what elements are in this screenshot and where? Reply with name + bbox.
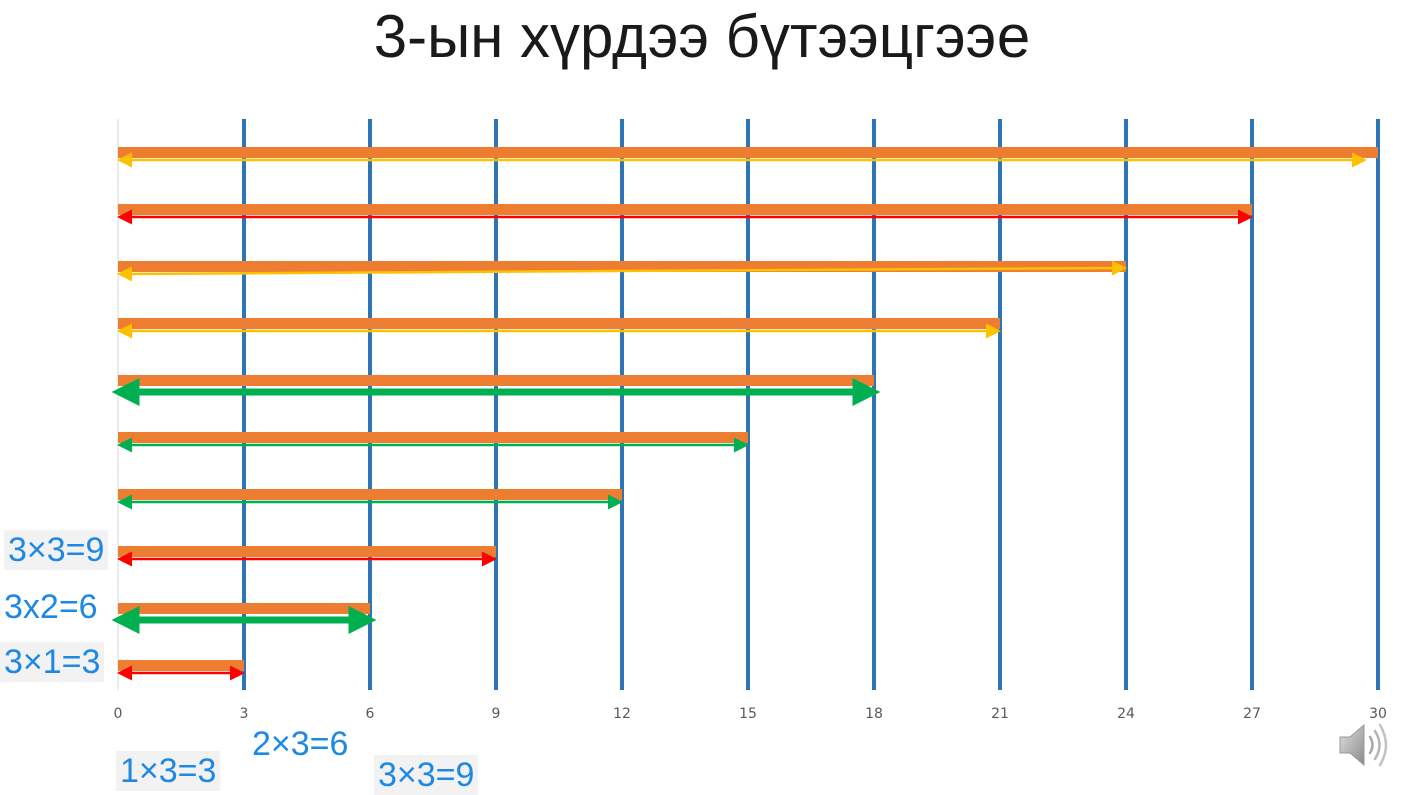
annotation-1x3: 1×3=3 xyxy=(116,751,221,791)
bar-4 xyxy=(118,489,622,500)
tick-label-3: 3 xyxy=(240,706,249,722)
tick-label-6: 6 xyxy=(366,706,375,722)
arrow-8 xyxy=(117,260,1127,282)
bar-2 xyxy=(118,603,370,614)
tick-label-30: 30 xyxy=(1369,706,1387,722)
tick-label-27: 27 xyxy=(1243,706,1261,722)
tick-label-9: 9 xyxy=(492,706,501,722)
tick-label-15: 15 xyxy=(739,706,757,722)
tick-label-12: 12 xyxy=(613,706,631,722)
bar-10 xyxy=(118,147,1378,158)
bar-6 xyxy=(118,375,874,386)
speaker-icon[interactable] xyxy=(1334,715,1394,775)
bar-3 xyxy=(118,546,496,557)
annotation-3x3-bottom: 3×3=9 xyxy=(374,755,479,795)
bar-1 xyxy=(118,660,244,671)
tick-label-18: 18 xyxy=(865,706,883,722)
tick-label-24: 24 xyxy=(1117,706,1135,722)
tick-label-21: 21 xyxy=(991,706,1009,722)
annotation-3x1: 3×1=3 xyxy=(0,642,105,682)
bar-9 xyxy=(118,204,1252,215)
tick-label-0: 0 xyxy=(114,706,123,722)
bar-5 xyxy=(118,432,748,443)
annotation-2x3: 2×3=6 xyxy=(252,725,349,763)
page-title: 3-ын хүрдээ бүтээцгээе xyxy=(373,3,1031,70)
annotation-3x3: 3×3=9 xyxy=(4,530,109,570)
annotation-3x2: 3x2=6 xyxy=(4,588,98,626)
bar-7 xyxy=(118,318,1000,329)
